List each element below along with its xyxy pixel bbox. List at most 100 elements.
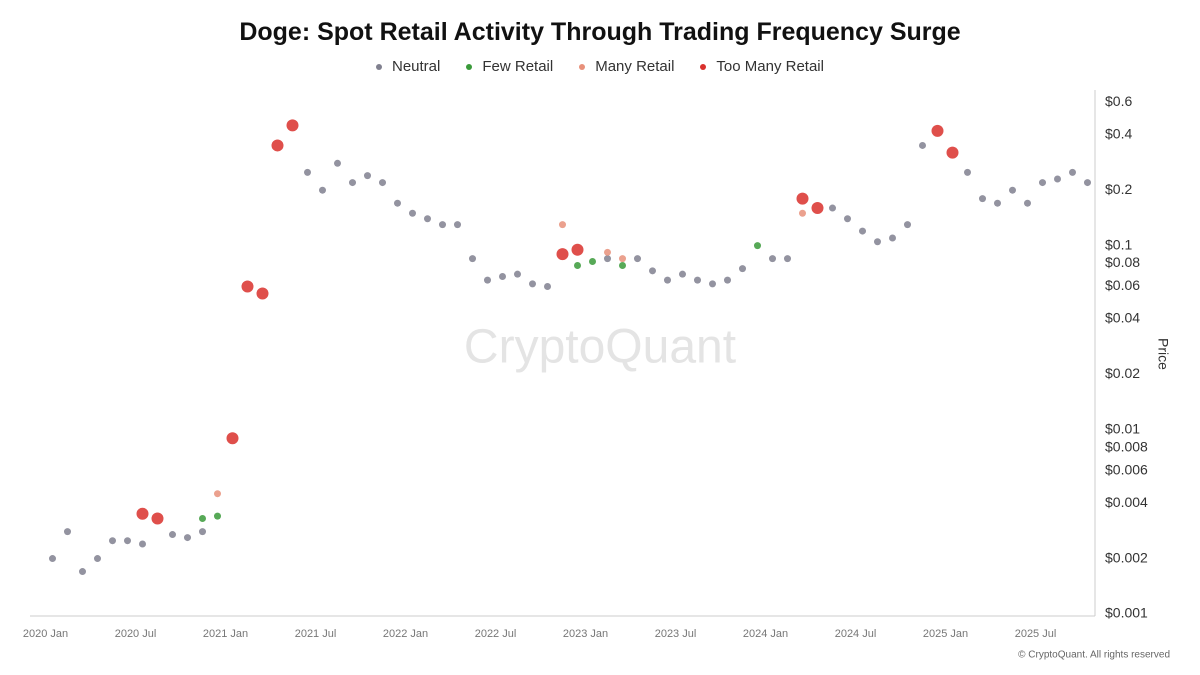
point	[79, 568, 86, 576]
y-tick-label: $0.008	[1105, 438, 1148, 454]
point	[604, 255, 611, 263]
point	[574, 262, 581, 270]
point	[889, 234, 896, 242]
legend-marker	[579, 63, 586, 70]
point	[439, 221, 446, 229]
legend-item[interactable]: Few Retail	[466, 58, 553, 75]
legend-item[interactable]: Many Retail	[579, 58, 674, 75]
point	[241, 280, 254, 293]
legend-label: Too Many Retail	[716, 58, 824, 75]
point	[109, 537, 116, 545]
point	[874, 238, 881, 246]
point	[169, 531, 176, 539]
point	[409, 209, 416, 217]
point	[739, 265, 746, 273]
footer: © CryptoQuant. All rights reserved	[1018, 650, 1170, 661]
x-tick-label: 2025 Jan	[923, 628, 968, 640]
legend-marker	[700, 63, 707, 70]
point	[214, 512, 221, 520]
point	[349, 179, 356, 187]
point	[931, 124, 944, 137]
point	[469, 255, 476, 263]
point	[199, 528, 206, 536]
point	[634, 255, 641, 263]
y-tick-label: $0.04	[1105, 310, 1140, 326]
point	[709, 280, 716, 288]
y-tick-label: $0.6	[1105, 93, 1132, 109]
point	[94, 555, 101, 563]
watermark: CryptoQuant	[464, 321, 736, 374]
y-tick-label: $0.01	[1105, 421, 1140, 437]
point	[256, 287, 269, 300]
point	[484, 276, 491, 284]
point	[64, 528, 71, 536]
point	[571, 243, 584, 256]
y-tick-label: $0.1	[1105, 236, 1132, 252]
legend-label: Few Retail	[482, 58, 554, 75]
point	[379, 179, 386, 187]
point	[286, 119, 299, 132]
point	[619, 255, 626, 263]
y-tick-label: $0.06	[1105, 277, 1140, 293]
y-tick-label: $0.4	[1105, 125, 1132, 141]
legend-label: Neutral	[392, 58, 441, 75]
x-tick-label: 2023 Jul	[655, 628, 697, 640]
x-tick-label: 2022 Jul	[475, 628, 517, 640]
legend: Neutral Few Retail Many Retail Too Many Ret…	[0, 58, 1200, 75]
chart-title: Doge: Spot Retail Activity Through Tradi…	[239, 18, 961, 46]
point	[589, 258, 596, 266]
point	[319, 186, 326, 194]
y-tick-label: $0.001	[1105, 605, 1148, 621]
legend-marker	[466, 63, 473, 70]
series	[214, 209, 806, 498]
point	[679, 270, 686, 278]
series	[49, 141, 1091, 576]
point	[139, 540, 146, 548]
point	[184, 534, 191, 542]
y-axis-title: Price	[1155, 338, 1171, 370]
point	[1024, 199, 1031, 207]
point	[979, 195, 986, 203]
point	[304, 168, 311, 176]
y-tick-label: $0.02	[1105, 365, 1140, 381]
series	[136, 119, 959, 525]
point	[454, 221, 461, 229]
point	[799, 209, 806, 217]
point	[784, 255, 791, 263]
point	[124, 537, 131, 545]
point	[754, 242, 761, 250]
point	[226, 432, 239, 445]
point	[904, 221, 911, 229]
point	[919, 141, 926, 149]
point	[1069, 168, 1076, 176]
x-tick-label: 2020 Jan	[23, 628, 68, 640]
point	[514, 270, 521, 278]
point	[394, 199, 401, 207]
x-tick-label: 2023 Jan	[563, 628, 608, 640]
y-tick-label: $0.08	[1105, 254, 1140, 270]
y-tick-label: $0.006	[1105, 461, 1148, 477]
x-tick-label: 2021 Jul	[295, 628, 337, 640]
legend-marker	[376, 63, 382, 70]
point	[844, 215, 851, 223]
point	[694, 276, 701, 284]
point	[199, 515, 206, 523]
point	[424, 215, 431, 223]
point	[136, 507, 149, 520]
point	[559, 221, 566, 229]
point	[796, 192, 809, 205]
point	[151, 512, 164, 525]
point	[529, 280, 536, 288]
point	[271, 139, 284, 152]
point	[649, 267, 656, 275]
y-tick-label: $0.2	[1105, 181, 1132, 197]
point	[724, 276, 731, 284]
legend-item[interactable]: Neutral	[376, 58, 440, 75]
point	[964, 168, 971, 176]
point	[499, 272, 506, 280]
legend-item[interactable]: Too Many Retail	[700, 58, 824, 75]
point	[811, 202, 824, 215]
